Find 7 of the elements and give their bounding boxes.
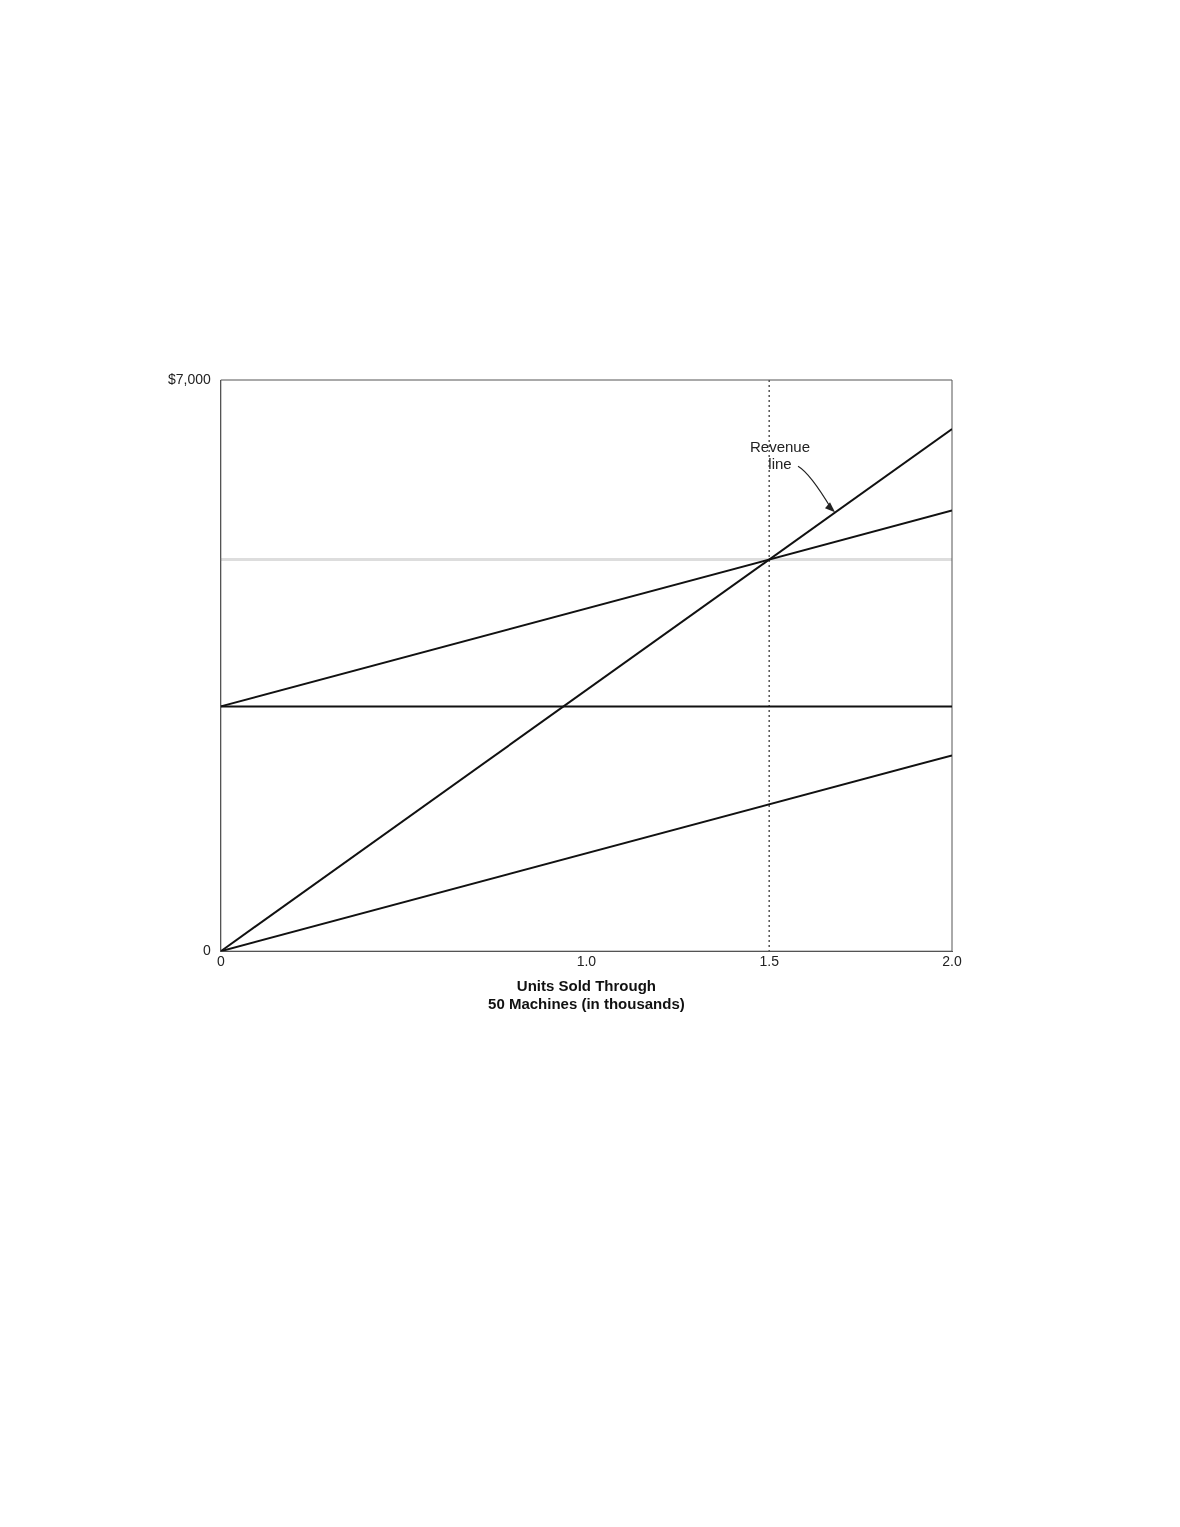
- annotation: Revenue line: [749, 438, 811, 473]
- x-tick-label: 1.5: [759, 953, 780, 970]
- x-axis-title: Units Sold Through 50 Machines (in thousands): [488, 977, 685, 1013]
- x-tick-label: 0: [216, 953, 225, 970]
- x-tick-label: 1.0: [576, 953, 597, 970]
- y-tick-label: $7,000: [167, 370, 212, 387]
- x-tick-label: 2.0: [942, 953, 962, 970]
